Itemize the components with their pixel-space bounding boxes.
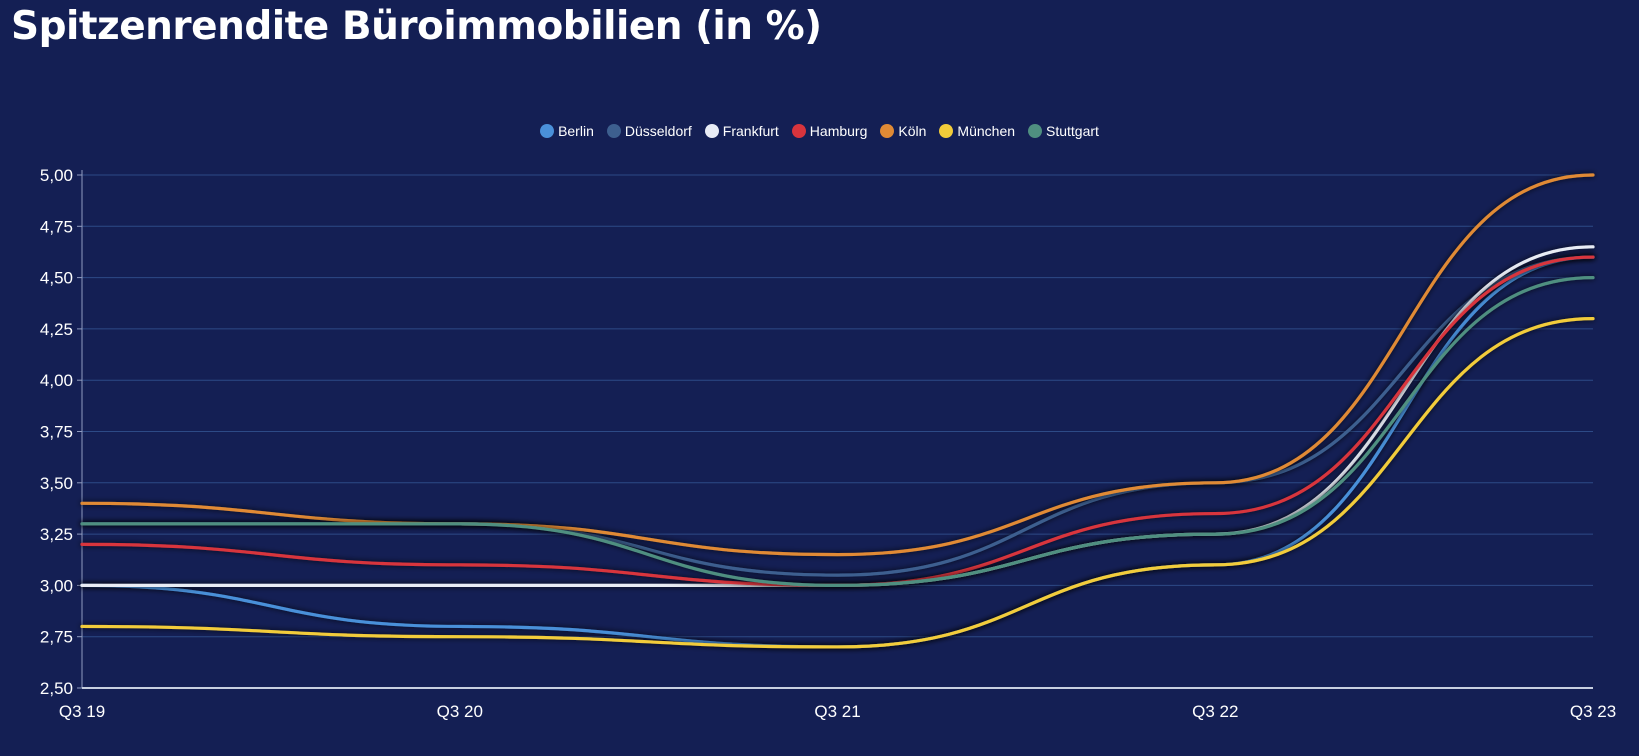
- y-tick-label: 2,75: [40, 628, 73, 647]
- y-tick-label: 3,75: [40, 423, 73, 442]
- series-line-berlin[interactable]: [80, 255, 1595, 649]
- legend-item[interactable]: Berlin: [540, 123, 594, 139]
- legend: Berlin Düsseldorf Frankfurt Hamburg Köln Münc…: [0, 123, 1639, 139]
- series-line-münchen[interactable]: [80, 317, 1595, 649]
- series-line-düsseldorf[interactable]: [80, 255, 1595, 577]
- y-tick-label: 3,50: [40, 474, 73, 493]
- series-line-frankfurt[interactable]: [80, 245, 1595, 588]
- x-tick-label: Q3 23: [1570, 702, 1616, 721]
- x-tick-label: Q3 21: [814, 702, 860, 721]
- legend-item[interactable]: Düsseldorf: [606, 123, 692, 139]
- legend-item[interactable]: Frankfurt: [704, 123, 779, 139]
- legend-swatch: [880, 124, 895, 138]
- y-tick-label: 4,00: [40, 371, 73, 390]
- series-line-hamburg[interactable]: [80, 255, 1595, 588]
- series-line-köln[interactable]: [80, 173, 1595, 557]
- x-tick-label: Q3 19: [59, 702, 105, 721]
- legend-swatch: [540, 124, 555, 138]
- chart-title: Spitzenrendite Büroimmobilien (in %): [11, 4, 822, 49]
- legend-label: Köln: [898, 123, 927, 139]
- legend-swatch: [791, 124, 806, 138]
- y-tick-label: 4,50: [40, 269, 73, 288]
- legend-item[interactable]: Hamburg: [791, 123, 868, 139]
- y-tick-label: 4,75: [40, 217, 73, 236]
- legend-item[interactable]: Stuttgart: [1028, 123, 1099, 139]
- y-tick-label: 5,00: [40, 166, 73, 185]
- x-tick-label: Q3 20: [437, 702, 483, 721]
- y-tick-label: 4,25: [40, 320, 73, 339]
- legend-swatch: [704, 124, 719, 138]
- legend-label: Berlin: [558, 123, 594, 139]
- y-tick-label: 3,00: [40, 576, 73, 595]
- y-tick-label: 2,50: [40, 679, 73, 698]
- legend-label: Frankfurt: [722, 123, 779, 139]
- x-tick-label: Q3 22: [1192, 702, 1238, 721]
- legend-swatch: [606, 124, 621, 138]
- legend-label: Düsseldorf: [624, 123, 692, 139]
- legend-swatch: [939, 124, 954, 138]
- legend-item[interactable]: Köln: [880, 123, 926, 139]
- y-tick-label: 3,25: [40, 525, 73, 544]
- legend-label: München: [957, 123, 1016, 139]
- legend-label: Stuttgart: [1046, 123, 1099, 139]
- series-line-stuttgart[interactable]: [80, 276, 1595, 588]
- legend-label: Hamburg: [809, 123, 868, 139]
- legend-item[interactable]: München: [939, 123, 1015, 139]
- legend-swatch: [1028, 124, 1043, 138]
